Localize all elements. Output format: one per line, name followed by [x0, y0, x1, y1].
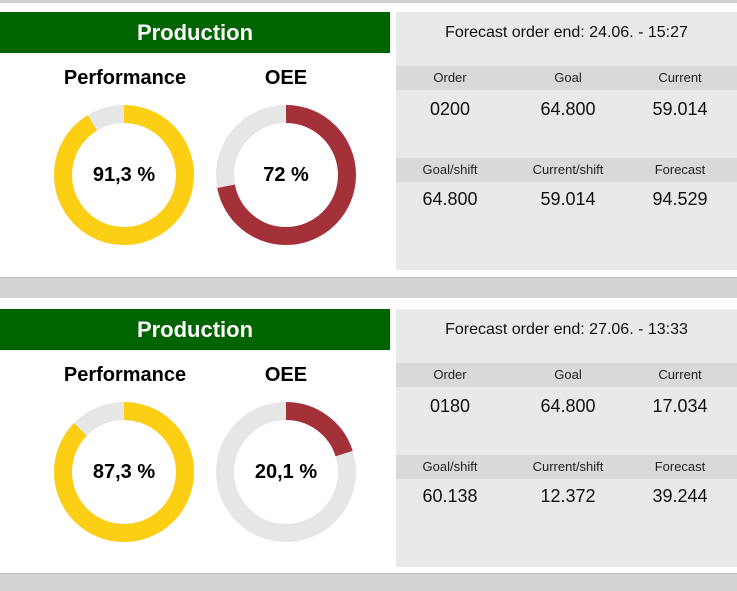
current-value: 17.034 [652, 396, 708, 416]
top-divider [0, 0, 737, 3]
forecast-value: 39.244 [652, 486, 708, 506]
performance-gauge: 91,3 % [53, 104, 195, 246]
column-header: Goal [554, 367, 582, 382]
performance-gauge: 87,3 % [53, 401, 195, 543]
separator-band [0, 573, 737, 591]
column-header: Order [433, 70, 467, 85]
column-header: Forecast [654, 459, 706, 474]
value-row-2: 64.800 59.014 94.529 [396, 186, 737, 212]
header-row-1: Order Goal Current [396, 363, 737, 387]
column-header: Goal/shift [422, 162, 478, 177]
value-row-2: 60.138 12.372 39.244 [396, 483, 737, 509]
order-value: 0200 [429, 99, 471, 119]
oee-gauge: 72 % [215, 104, 357, 246]
column-header: Current [658, 367, 702, 382]
performance-label: Performance [63, 364, 187, 386]
column-header: Order [433, 367, 467, 382]
column-header: Current/shift [532, 162, 604, 177]
production-panel: Production Performance OEE 91,3 % 72 % F… [0, 12, 737, 274]
value-row-1: 0200 64.800 59.014 [396, 96, 737, 122]
forecast-value: 94.529 [652, 189, 708, 209]
column-header: Forecast [654, 162, 706, 177]
panel-title: Production [0, 309, 390, 350]
separator-band [0, 277, 737, 298]
value-row-1: 0180 64.800 17.034 [396, 393, 737, 419]
column-header: Current [658, 70, 702, 85]
oee-label: OEE [264, 67, 308, 89]
oee-gauge: 20,1 % [215, 401, 357, 543]
performance-label: Performance [63, 67, 187, 89]
forecast-order-end: Forecast order end: 27.06. - 13:33 [445, 321, 688, 338]
column-header: Current/shift [532, 459, 604, 474]
oee-value: 20,1 % [254, 461, 318, 483]
header-row-2: Goal/shift Current/shift Forecast [396, 158, 737, 182]
column-header: Goal [554, 70, 582, 85]
header-row-1: Order Goal Current [396, 66, 737, 90]
gauge-fill [54, 105, 194, 245]
forecast-order-end: Forecast order end: 24.06. - 15:27 [445, 24, 688, 41]
oee-value: 72 % [263, 164, 309, 186]
order-info-panel: Forecast order end: 27.06. - 13:33 Order… [396, 309, 737, 567]
column-header: Goal/shift [422, 459, 478, 474]
performance-value: 87,3 % [92, 461, 156, 483]
current-value: 59.014 [652, 99, 708, 119]
current-shift-value: 12.372 [540, 486, 596, 506]
header-row-2: Goal/shift Current/shift Forecast [396, 455, 737, 479]
production-panel: Production Performance OEE 87,3 % 20,1 %… [0, 309, 737, 571]
goal-value: 64.800 [540, 396, 596, 416]
goal-value: 64.800 [540, 99, 596, 119]
order-info-panel: Forecast order end: 24.06. - 15:27 Order… [396, 12, 737, 270]
performance-value: 91,3 % [92, 164, 156, 186]
panel-title: Production [0, 12, 390, 53]
goal-shift-value: 64.800 [422, 189, 478, 209]
gauge-fill [216, 402, 356, 542]
gauge-fill [54, 402, 194, 542]
gauge-fill [216, 105, 356, 245]
oee-label: OEE [264, 364, 308, 386]
goal-shift-value: 60.138 [422, 486, 478, 506]
current-shift-value: 59.014 [540, 189, 596, 209]
order-value: 0180 [429, 396, 471, 416]
